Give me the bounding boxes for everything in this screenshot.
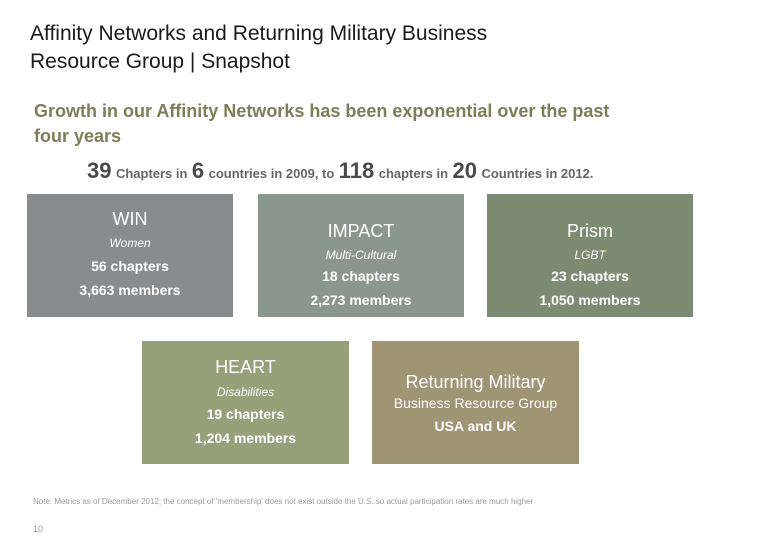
network-card-prism: Prism LGBT 23 chapters 1,050 members	[487, 194, 693, 317]
network-card-impact: IMPACT Multi-Cultural 18 chapters 2,273 …	[258, 194, 464, 317]
network-card-heart: HEART Disabilities 19 chapters 1,204 mem…	[142, 341, 349, 464]
countries-2009-count: 6	[191, 158, 205, 183]
network-name: Prism	[567, 221, 613, 241]
network-chapters: 23 chapters	[551, 268, 629, 284]
network-name: HEART	[215, 357, 276, 377]
summary-text-2: countries in 2009, to	[208, 166, 335, 181]
network-members: 3,663 members	[79, 282, 181, 298]
network-name: Returning Military	[405, 372, 546, 392]
summary-text-3: chapters in	[378, 166, 449, 181]
network-members: 1,050 members	[539, 292, 641, 308]
network-group: Business Resource Group	[393, 395, 558, 411]
chapters-2009-count: 39	[87, 158, 112, 183]
summary-text-1: Chapters in	[115, 166, 188, 181]
slide-subtitle-line-1: Growth in our Affinity Networks has been…	[34, 101, 610, 121]
network-name: WIN	[112, 209, 148, 229]
footnote: Note: Metrics as of December 2012; the c…	[33, 497, 534, 506]
slide-subtitle: Growth in our Affinity Networks has been…	[34, 99, 714, 149]
network-members: 2,273 members	[310, 292, 412, 308]
network-group: Disabilities	[216, 385, 275, 399]
growth-summary: 39 Chapters in 6 countries in 2009, to 1…	[87, 158, 727, 184]
network-card-win: WIN Women 56 chapters 3,663 members	[27, 194, 233, 317]
network-chapters: 18 chapters	[322, 268, 400, 284]
countries-2012-count: 20	[452, 158, 478, 183]
network-card-returning-military: Returning Military Business Resource Gro…	[372, 341, 579, 464]
slide-subtitle-line-2: four years	[34, 126, 122, 146]
chapters-2012-count: 118	[338, 158, 375, 183]
slide-title: Affinity Networks and Returning Military…	[30, 20, 630, 76]
slide-title-line-1: Affinity Networks and Returning Military…	[30, 22, 488, 45]
page-number: 10	[33, 524, 44, 534]
network-name: IMPACT	[327, 221, 395, 241]
network-group: LGBT	[574, 248, 606, 262]
network-group: Multi-Cultural	[325, 248, 397, 262]
network-group: Women	[109, 236, 151, 250]
slide-title-line-2: Resource Group | Snapshot	[30, 50, 290, 73]
summary-text-4: Countries in 2012.	[481, 166, 594, 181]
network-chapters: 19 chapters	[206, 406, 285, 422]
network-members: 1,204 members	[194, 430, 297, 446]
network-chapters: 56 chapters	[91, 258, 169, 274]
network-scope: USA and UK	[434, 418, 517, 434]
